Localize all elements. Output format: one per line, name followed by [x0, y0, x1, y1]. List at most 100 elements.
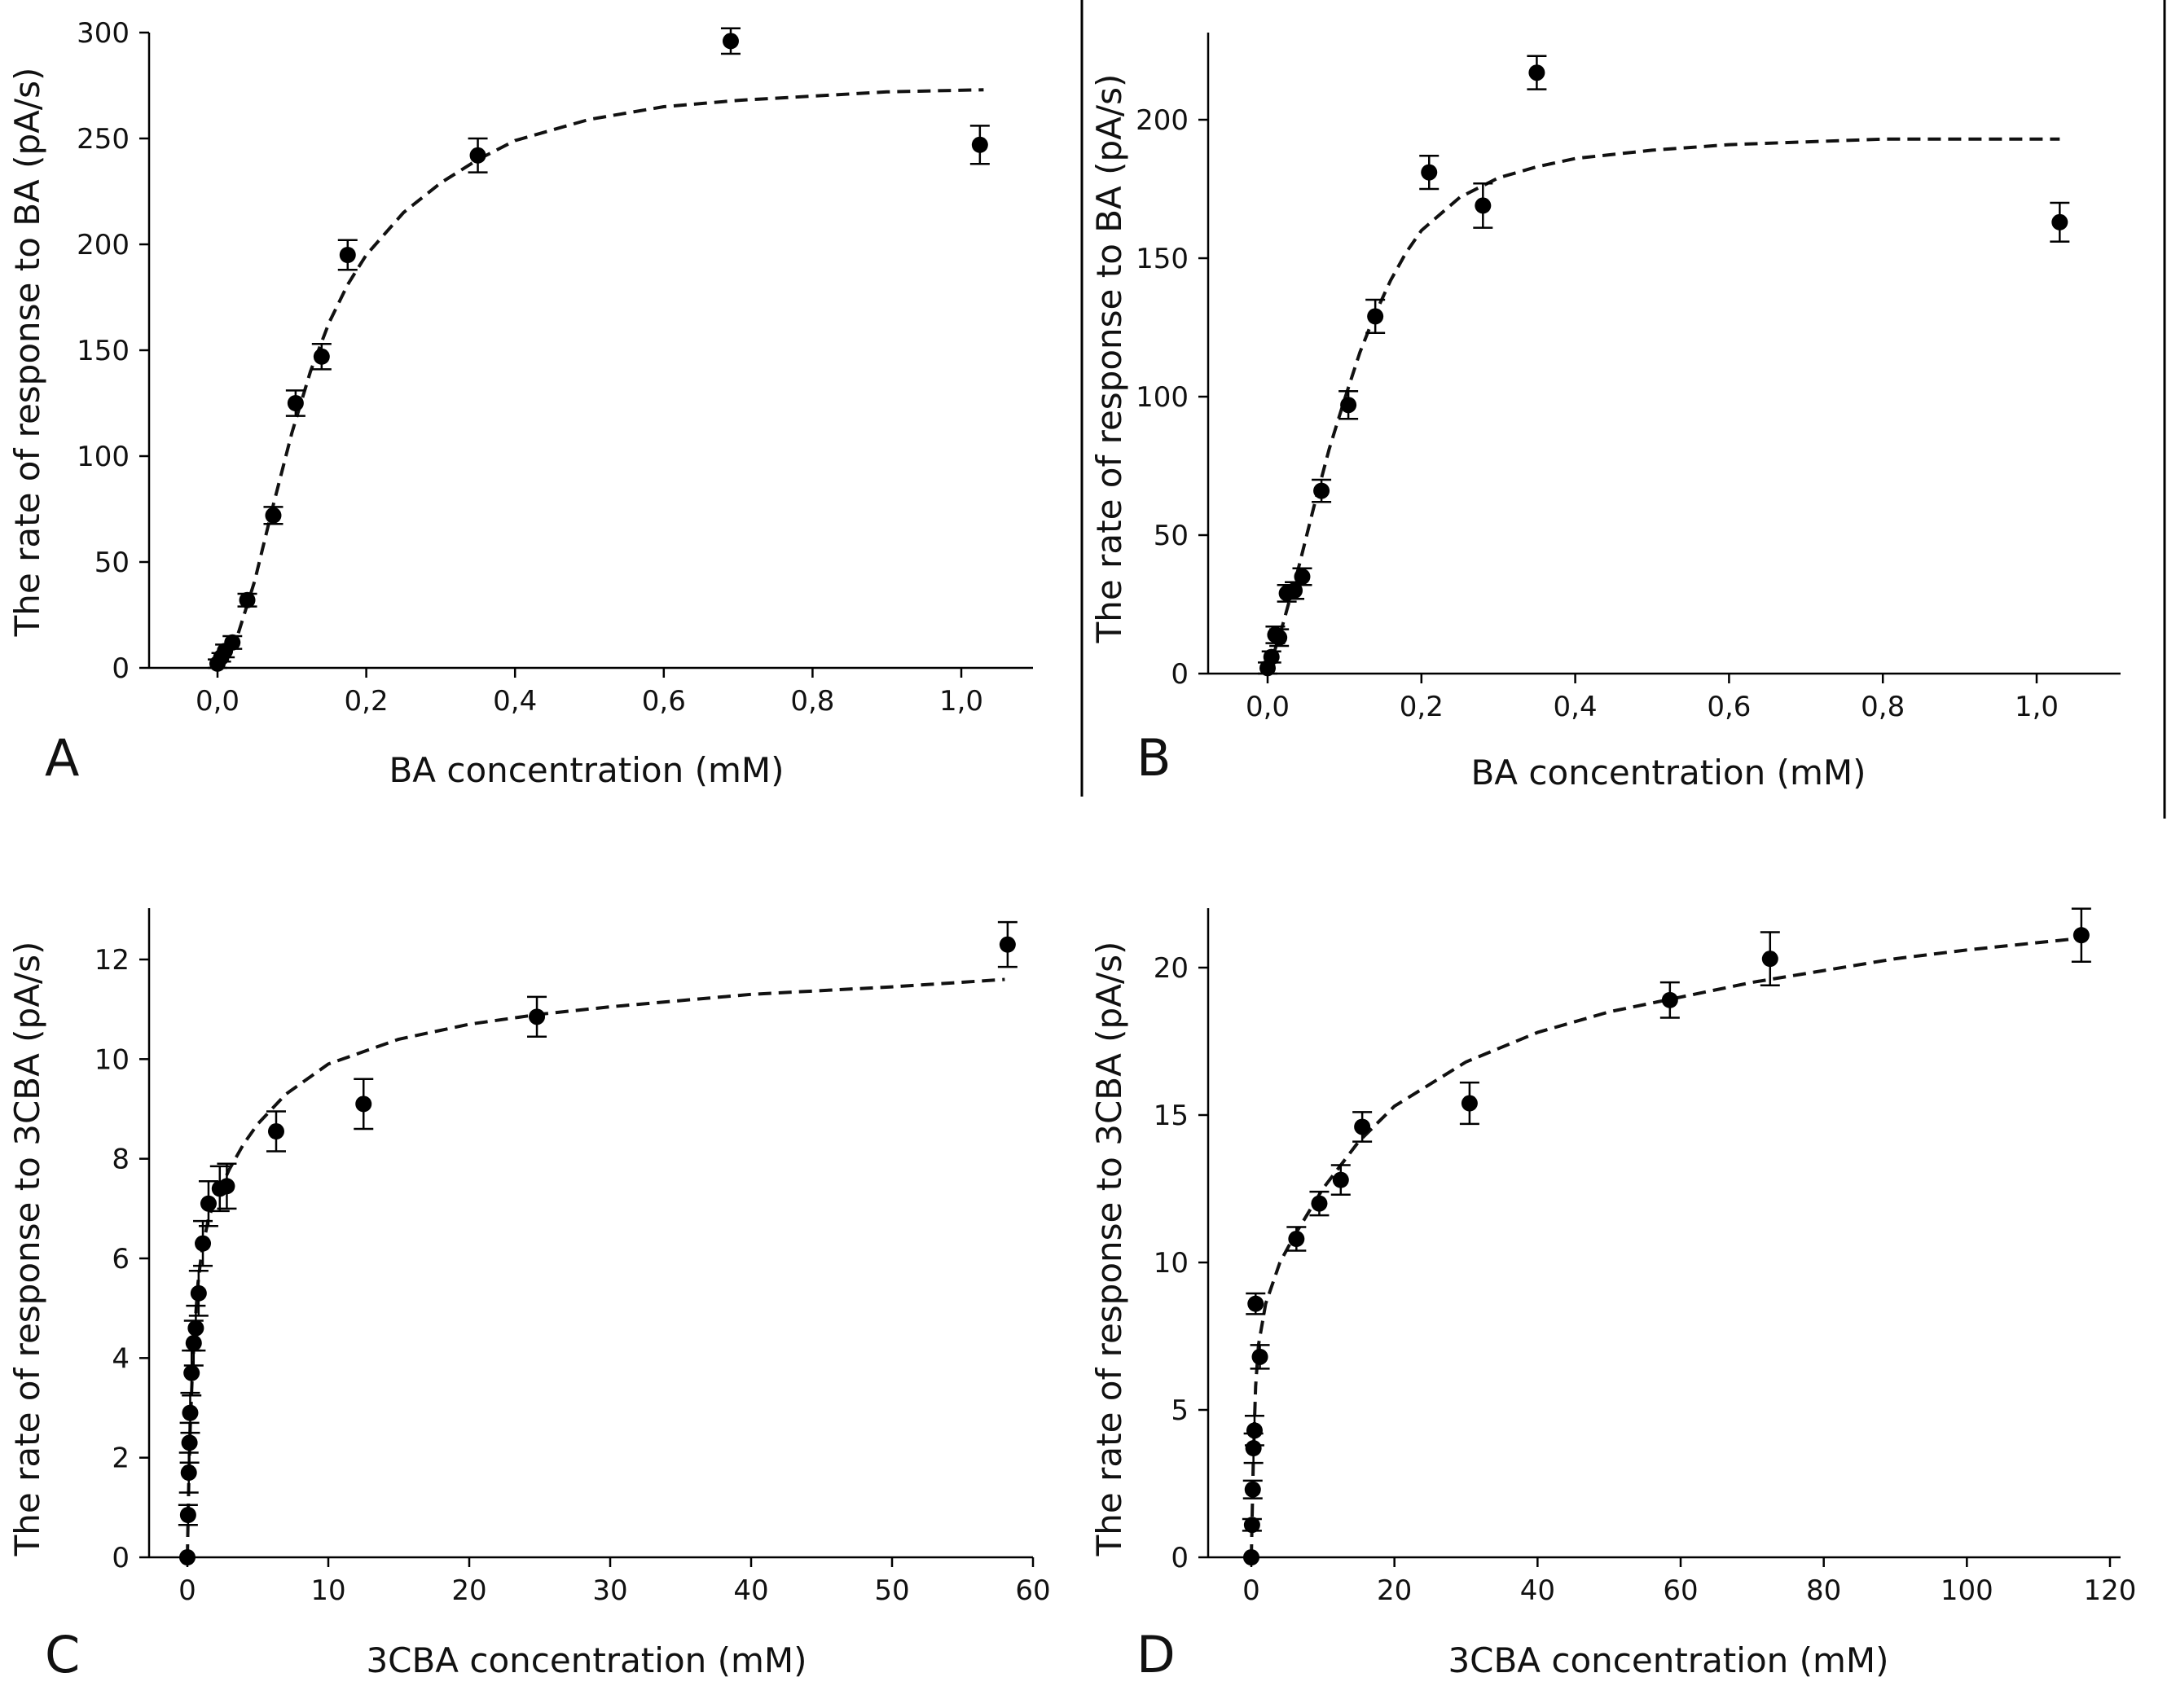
- data-point: [1421, 164, 1438, 181]
- y-tick-label: 4: [112, 1342, 130, 1375]
- data-point: [355, 1095, 372, 1113]
- data-point: [1244, 1481, 1261, 1498]
- data-point: [1251, 1348, 1268, 1365]
- data-point: [1247, 1295, 1264, 1312]
- x-tick-label: 0,4: [493, 685, 537, 718]
- y-tick-label: 20: [1154, 952, 1189, 985]
- data-point: [1461, 1095, 1478, 1112]
- y-tick-label: 8: [112, 1144, 130, 1176]
- panel-a: 0,0 0,2 0,4 0,6 0,8 1,0 0 50 100 150 200 250 300 The…: [7, 17, 1033, 790]
- data-point: [187, 1319, 204, 1337]
- fit-curve: [216, 88, 984, 670]
- y-axis-title: The rate of response to BA (pA/s): [7, 68, 47, 638]
- data-point: [722, 33, 739, 50]
- data-point: [200, 1195, 217, 1212]
- y-axis-title: The rate of response to 3CBA (pA/s): [7, 942, 47, 1557]
- y-tick-label: 50: [1154, 520, 1189, 552]
- x-tick-label: 0,8: [790, 685, 834, 718]
- x-tick-label: 0,4: [1554, 691, 1598, 723]
- x-tick-label: 0,2: [1400, 691, 1444, 723]
- x-tick-label: 60: [1015, 1574, 1050, 1607]
- data-point: [287, 395, 304, 411]
- data-point: [239, 591, 256, 608]
- y-tick-label: 0: [112, 1542, 130, 1574]
- chart-plot-area: 0 20 40 60 80 100 120 0 5 10 15 20: [1154, 907, 2137, 1607]
- data-point: [1761, 951, 1778, 968]
- y-tick-label: 150: [77, 335, 130, 367]
- x-axis-title: 3CBA concentration (mM): [366, 1640, 807, 1680]
- y-axis-title: The rate of response to BA (pA/s): [1089, 74, 1129, 644]
- x-tick-label: 0,6: [1707, 691, 1751, 723]
- x-tick-label: 60: [1663, 1574, 1698, 1607]
- x-tick-label: 50: [874, 1574, 909, 1607]
- data-point: [1246, 1422, 1263, 1439]
- data-point: [2072, 927, 2090, 944]
- x-tick-label: 1,0: [2015, 691, 2059, 723]
- y-axis-title: The rate of response to 3CBA (pA/s): [1089, 942, 1129, 1557]
- panel-c: 0 10 20 30 40 50 60 0 2 4 6 8 10 12 The rate of respo…: [7, 908, 1051, 1684]
- data-point: [2051, 213, 2068, 231]
- data-point: [183, 1364, 200, 1381]
- y-tick-label: 100: [1136, 381, 1189, 414]
- data-point: [218, 1178, 235, 1195]
- data-point: [179, 1549, 196, 1565]
- data-point: [1340, 397, 1357, 414]
- y-tick-label: 300: [77, 17, 130, 50]
- panel-letter: B: [1136, 728, 1171, 788]
- y-tick-label: 0: [112, 652, 130, 685]
- x-axis-title: 3CBA concentration (mM): [1448, 1640, 1888, 1680]
- data-point: [1332, 1171, 1349, 1188]
- data-point: [195, 1235, 212, 1252]
- data-point: [971, 136, 988, 153]
- x-tick-label: 0: [1242, 1574, 1260, 1607]
- y-tick-label: 6: [112, 1243, 130, 1276]
- data-point: [313, 348, 330, 365]
- data-point: [1243, 1517, 1260, 1534]
- x-tick-label: 20: [451, 1574, 486, 1607]
- y-tick-label: 10: [1154, 1247, 1189, 1280]
- data-point: [1354, 1118, 1371, 1135]
- x-tick-label: 0: [178, 1574, 196, 1607]
- x-tick-label: 0,2: [345, 685, 389, 718]
- y-tick-label: 0: [1171, 1542, 1189, 1574]
- x-tick-label: 20: [1377, 1574, 1412, 1607]
- data-point: [1243, 1549, 1259, 1565]
- x-tick-label: 1,0: [939, 685, 983, 718]
- y-tick-label: 100: [77, 441, 130, 473]
- data-point: [180, 1464, 197, 1482]
- chart-plot-area: 0,0 0,2 0,4 0,6 0,8 1,0 0 50 100 150 200: [1136, 33, 2121, 723]
- x-tick-label: 80: [1806, 1574, 1841, 1607]
- data-point: [265, 507, 282, 524]
- chart-plot-area: 0,0 0,2 0,4 0,6 0,8 1,0 0 50 100 150 200 250 300: [77, 17, 1033, 718]
- data-point: [267, 1123, 284, 1140]
- x-axis-title: BA concentration (mM): [1470, 753, 1866, 793]
- x-tick-label: 40: [1520, 1574, 1555, 1607]
- y-tick-label: 200: [77, 229, 130, 261]
- x-tick-label: 30: [592, 1574, 627, 1607]
- x-tick-label: 100: [1941, 1574, 1993, 1607]
- data-point: [1475, 197, 1492, 214]
- data-point: [1288, 1231, 1305, 1248]
- data-point: [1367, 308, 1384, 325]
- x-tick-label: 120: [2084, 1574, 2137, 1607]
- data-point: [529, 1008, 546, 1025]
- data-point: [190, 1284, 207, 1302]
- data-point: [181, 1434, 198, 1451]
- panel-letter: D: [1136, 1625, 1176, 1684]
- data-point: [999, 936, 1016, 953]
- x-tick-label: 0,0: [196, 685, 240, 718]
- x-tick-label: 0,8: [1861, 691, 1905, 723]
- panel-letter: A: [45, 728, 79, 788]
- data-point: [185, 1334, 202, 1351]
- data-point: [1313, 482, 1330, 499]
- data-point: [469, 147, 486, 164]
- data-point: [1245, 1440, 1262, 1457]
- panel-d: 0 20 40 60 80 100 120 0 5 10 15 20 The rate of resp…: [1089, 907, 2137, 1684]
- y-tick-label: 12: [95, 944, 130, 977]
- y-tick-label: 150: [1136, 243, 1189, 275]
- fit-curve: [186, 977, 1005, 1558]
- y-tick-label: 10: [95, 1043, 130, 1076]
- x-axis-title: BA concentration (mM): [389, 750, 784, 790]
- y-tick-label: 200: [1136, 104, 1189, 137]
- y-tick-label: 15: [1154, 1100, 1189, 1132]
